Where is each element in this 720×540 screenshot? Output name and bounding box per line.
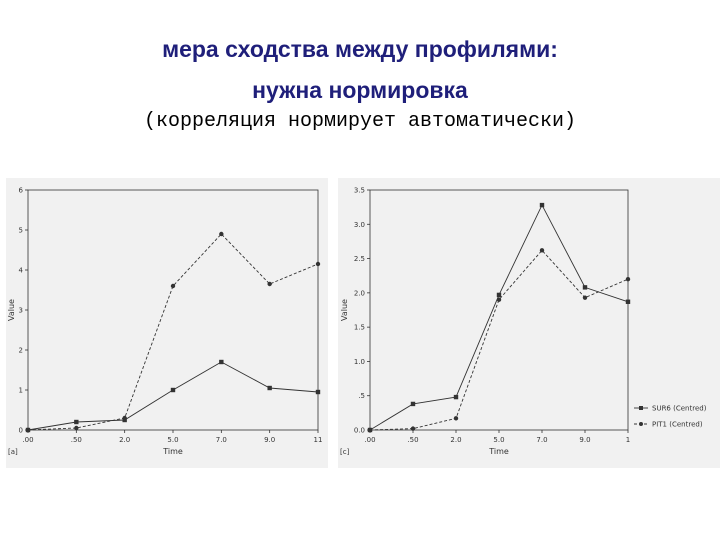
chart-c-series-1-point: [625, 276, 631, 282]
chart-c-series-0-point: [625, 299, 631, 304]
chart-c-y-tick-label: 2.0: [354, 289, 365, 297]
chart-c-y-tick-label: 3.0: [354, 221, 365, 229]
chart-a-x-tick-label: 5.0: [167, 436, 178, 444]
chart-a-panel-label: [a]: [8, 448, 18, 456]
chart-a-series-1-point: [74, 419, 79, 425]
chart-a-x-tick-label: 11: [314, 436, 323, 444]
chart-c-series-0-line: [369, 204, 629, 431]
slide-title-line-1: мера сходства между профилями:: [162, 36, 558, 62]
chart-c-series-0-point: [496, 292, 502, 298]
chart-c-x-tick-label: 5.0: [493, 436, 504, 444]
chart-a-series-0-point: [267, 281, 272, 287]
chart-c-y-axis-label: Value: [340, 299, 349, 321]
chart-c-x-tick-label: 7.0: [536, 436, 547, 444]
chart-a-x-axis-label: Time: [162, 447, 183, 456]
chart-c-legend-marker: [639, 422, 643, 426]
chart-a-svg: 0 1 2 3 4 5 6 .00 .50 2.0 5.0 7.0 9.0 11 Time Value [a]: [7, 187, 323, 457]
chart-c-x-tick-label: .00: [364, 436, 375, 444]
chart-a-plot-frame: [27, 189, 319, 431]
chart-a-series-1-line: [27, 361, 319, 431]
chart-c-x-tick-label: 9.0: [579, 436, 590, 444]
chart-a-series-1-point: [267, 385, 272, 391]
chart-a-series-1-point: [122, 417, 127, 423]
chart-c-y-tick-label: 0.0: [354, 427, 365, 435]
chart-c-y-tick-label: 3.5: [354, 187, 365, 195]
chart-a-x-tick-label: 9.0: [264, 436, 275, 444]
chart-panel-a: 0 1 2 3 4 5 6 .00 .50 2.0 5.0 7.0 9.0 11 Time Value [a]: [6, 178, 328, 468]
chart-a-x-tick-label: 2.0: [119, 436, 130, 444]
chart-c-series-0-point: [539, 202, 545, 208]
chart-c-series-1-point: [539, 248, 545, 253]
chart-a-y-tick-label: 1: [19, 387, 23, 395]
chart-c-y-tick-label: 1.0: [354, 358, 365, 366]
chart-a-x-tick-label: 7.0: [216, 436, 227, 444]
chart-c-series-0-point: [582, 285, 588, 290]
chart-c-legend-marker: [639, 406, 643, 410]
chart-a-y-tick-label: 3: [19, 307, 23, 315]
chart-c-y-tick-label: .5: [358, 392, 365, 400]
chart-c-y-tick-label: 2.5: [354, 255, 365, 263]
chart-a-series-0-point: [315, 261, 321, 267]
chart-panel-c: 0.0 .5 1.0 1.5 2.0 2.5 3.0 3.5 .00 .50 2.0 5.0 7.0 9.…: [338, 178, 720, 468]
chart-c-x-tick-label: .50: [407, 436, 418, 444]
chart-a-y-axis-label: Value: [7, 299, 16, 321]
chart-c-series-1-line: [369, 249, 629, 431]
chart-a-y-tick-label: 4: [19, 267, 24, 275]
chart-a-x-tick-label: .50: [71, 436, 82, 444]
chart-a-series-0-point: [74, 425, 79, 431]
chart-c-series-0-point: [410, 401, 416, 407]
chart-c-panel-label: [c]: [340, 448, 350, 456]
chart-c-series-1-point: [453, 416, 459, 421]
chart-c-series-1-point: [367, 427, 373, 433]
chart-c-x-tick-label: 2.0: [450, 436, 461, 444]
chart-c-x-tick-label: 1: [626, 436, 630, 444]
chart-c-series-1-point: [496, 297, 502, 302]
chart-a-series-1-point: [25, 427, 31, 433]
chart-c-series-0-point: [453, 394, 459, 400]
chart-c-y-tick-label: 1.5: [354, 324, 365, 332]
chart-c-svg: 0.0 .5 1.0 1.5 2.0 2.5 3.0 3.5 .00 .50 2.0 5.0 7.0 9.…: [340, 187, 707, 457]
chart-a-y-tick-label: 6: [19, 187, 24, 195]
chart-a-y-tick-label: 0: [19, 427, 23, 435]
chart-a-series-1-point: [315, 389, 321, 395]
chart-a-series-0-line: [27, 233, 319, 431]
chart-c-x-axis-label: Time: [488, 447, 509, 456]
chart-c-legend-label: PIT1 (Centred): [652, 421, 703, 429]
chart-c-legend-label: SUR6 (Centred): [652, 405, 707, 413]
chart-a-series-1-point: [170, 387, 176, 393]
chart-a-series-1-point: [219, 359, 224, 365]
chart-a-series-0-point: [219, 231, 224, 237]
chart-a-y-tick-label: 2: [19, 347, 23, 355]
chart-a-x-tick-label: .00: [22, 436, 33, 444]
slide-subtitle: (корреляция нормирует автоматически): [143, 110, 577, 133]
chart-c-series-1-point: [410, 426, 416, 431]
chart-c-series-1-point: [582, 295, 588, 300]
chart-a-y-tick-label: 5: [19, 227, 23, 235]
slide-title-line-2: нужна нормировка: [252, 77, 468, 103]
chart-c-plot-frame: [369, 189, 629, 431]
chart-a-series-0-point: [170, 283, 176, 289]
